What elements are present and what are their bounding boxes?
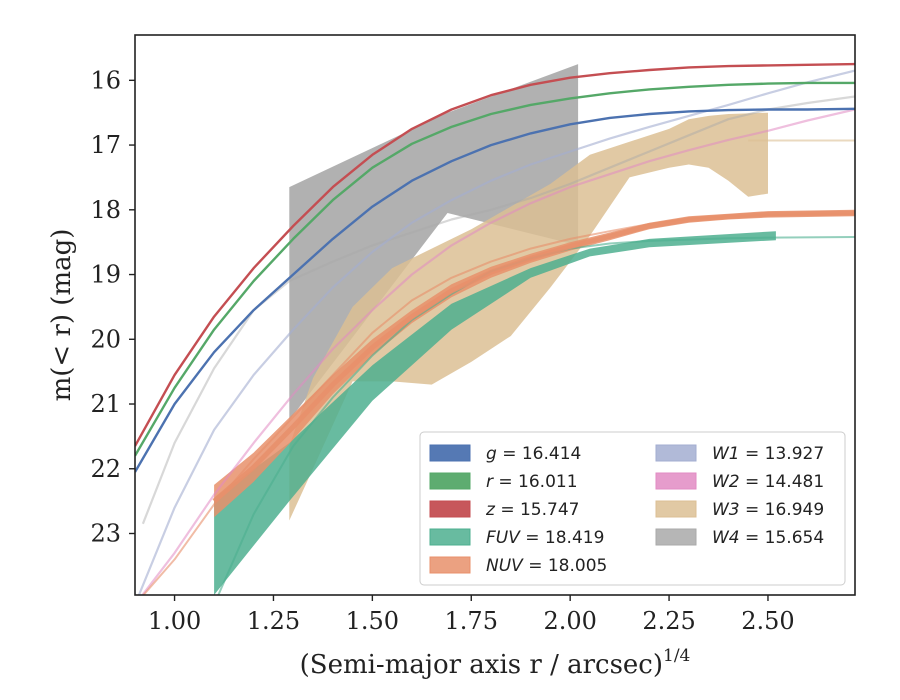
x-axis-title-main: (Semi-major axis r / arcsec) xyxy=(300,650,663,680)
legend-label-w2: W2 = 14.481 xyxy=(712,472,824,492)
band-fuv xyxy=(214,231,776,595)
x-tick-label: 1.00 xyxy=(148,607,201,635)
legend: g = 16.414 r = 16.011 z = 15.747 FUV = 18.4… xyxy=(419,431,846,586)
legend-swatch-g xyxy=(429,444,471,462)
y-tick-label: 22 xyxy=(90,455,121,483)
legend-swatch-w4 xyxy=(655,528,697,546)
legend-swatch-r xyxy=(429,472,471,490)
y-tick-label: 23 xyxy=(90,519,121,547)
y-tick-label: 18 xyxy=(90,196,121,224)
y-tick-label: 16 xyxy=(90,66,121,94)
uncertainty-bands xyxy=(214,64,855,595)
legend-label-w3: W3 = 16.949 xyxy=(712,500,824,520)
curve-w1 xyxy=(137,69,855,595)
curve-g xyxy=(135,107,855,473)
x-tick-label: 1.50 xyxy=(346,607,399,635)
x-axis: 1.00 1.25 1.50 1.75 2.00 2.25 2.50 xyxy=(148,595,795,635)
y-axis: 16 17 18 19 20 21 22 23 xyxy=(90,66,135,547)
x-tick-label: 2.25 xyxy=(642,607,695,635)
legend-swatch-nuv xyxy=(429,556,471,574)
x-tick-label: 1.75 xyxy=(445,607,498,635)
x-axis-title-exponent: 1/4 xyxy=(663,646,690,666)
plot-frame xyxy=(134,34,856,596)
x-tick-label: 1.25 xyxy=(247,607,300,635)
y-tick-label: 17 xyxy=(90,131,121,159)
legend-label-w4: W4 = 15.654 xyxy=(712,528,824,548)
legend-label-g: g = 16.414 xyxy=(486,444,581,464)
legend-label-fuv: FUV = 18.419 xyxy=(486,528,604,548)
x-tick-label: 2.00 xyxy=(543,607,596,635)
legend-label-w1: W1 = 13.927 xyxy=(712,444,824,464)
band-w3 xyxy=(289,112,768,521)
curve-z xyxy=(135,62,855,447)
curve-nuv-measured xyxy=(212,210,855,503)
y-axis-title: m(< r) (mag) xyxy=(47,229,77,402)
curve-w2 xyxy=(141,108,855,595)
y-tick-label: 21 xyxy=(90,390,121,418)
legend-swatch-w2 xyxy=(655,472,697,490)
legend-swatch-fuv xyxy=(429,528,471,546)
band-w4 xyxy=(289,64,579,421)
curve-r xyxy=(135,81,855,457)
legend-swatch-w3 xyxy=(655,500,697,518)
legend-swatch-w1 xyxy=(655,444,697,462)
y-tick-label: 20 xyxy=(90,325,121,353)
legend-label-nuv: NUV = 18.005 xyxy=(486,556,607,576)
legend-swatch-z xyxy=(429,500,471,518)
x-axis-title: (Semi-major axis r / arcsec)1/4 xyxy=(300,646,691,680)
profile-curves xyxy=(135,62,855,595)
legend-box xyxy=(419,431,846,586)
x-tick-label: 2.50 xyxy=(741,607,794,635)
legend-label-r: r = 16.011 xyxy=(486,472,578,492)
legend-label-z: z = 15.747 xyxy=(485,500,579,520)
y-tick-label: 19 xyxy=(90,261,121,289)
